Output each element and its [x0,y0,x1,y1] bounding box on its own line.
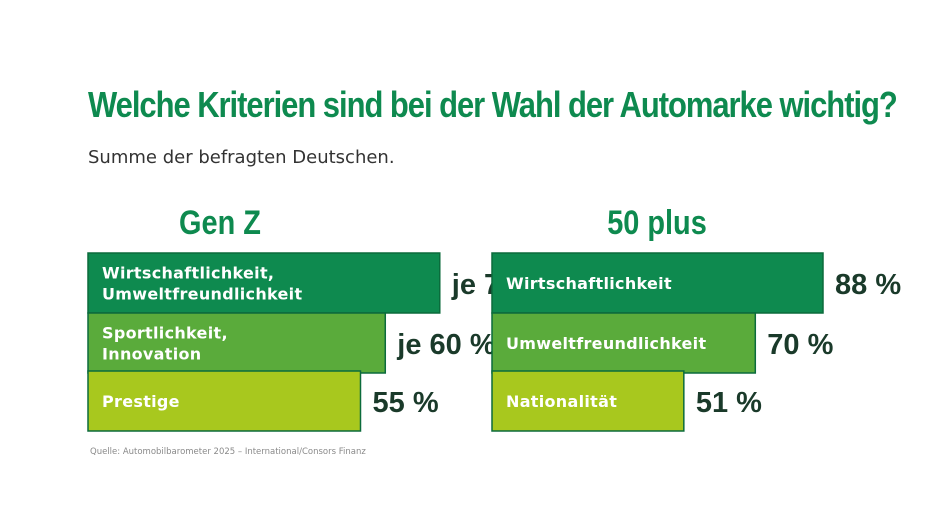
fifty-plus-bar-1 [491,252,824,314]
fifty-plus-bar-2-label: Umweltfreundlichkeit [506,334,706,353]
genz-bar-1 [87,252,441,314]
fifty-plus-bar-1-label: Wirtschaftlichkeit [506,274,672,293]
genz-bar-3-value: 55 % [373,387,439,419]
fifty-plus-bar-1-value: 88 % [835,269,901,301]
genz-bar-3 [87,370,362,432]
genz-bar-2 [87,312,387,374]
genz-bar-2-value: je 60 % [396,329,496,361]
genz-bar-1-label: Umweltfreundlichkeit [102,285,302,304]
genz-bar-1-label: Wirtschaftlichkeit, [102,264,274,283]
source-note: Quelle: Automobilbarometer 2025 – Intern… [90,447,366,457]
chart-title: Welche Kriterien sind bei der Wahl der A… [88,84,898,125]
fifty-plus-group-title: 50 plus [607,204,707,242]
genz-bar-3-label: Prestige [102,392,180,411]
fifty-plus-bar-3-value: 51 % [696,387,762,419]
fifty-plus-bar-3-label: Nationalität [506,392,617,411]
fifty-plus-bar-2-value: 70 % [767,329,833,361]
chart-subtitle: Summe der befragten Deutschen. [88,147,395,168]
fifty-plus-bar-3 [491,370,685,432]
genz-bar-2-label: Sportlichkeit, [102,324,228,343]
genz-group-title: Gen Z [179,204,261,242]
genz-bar-2-label: Innovation [102,345,201,364]
fifty-plus-bar-2 [491,312,757,374]
